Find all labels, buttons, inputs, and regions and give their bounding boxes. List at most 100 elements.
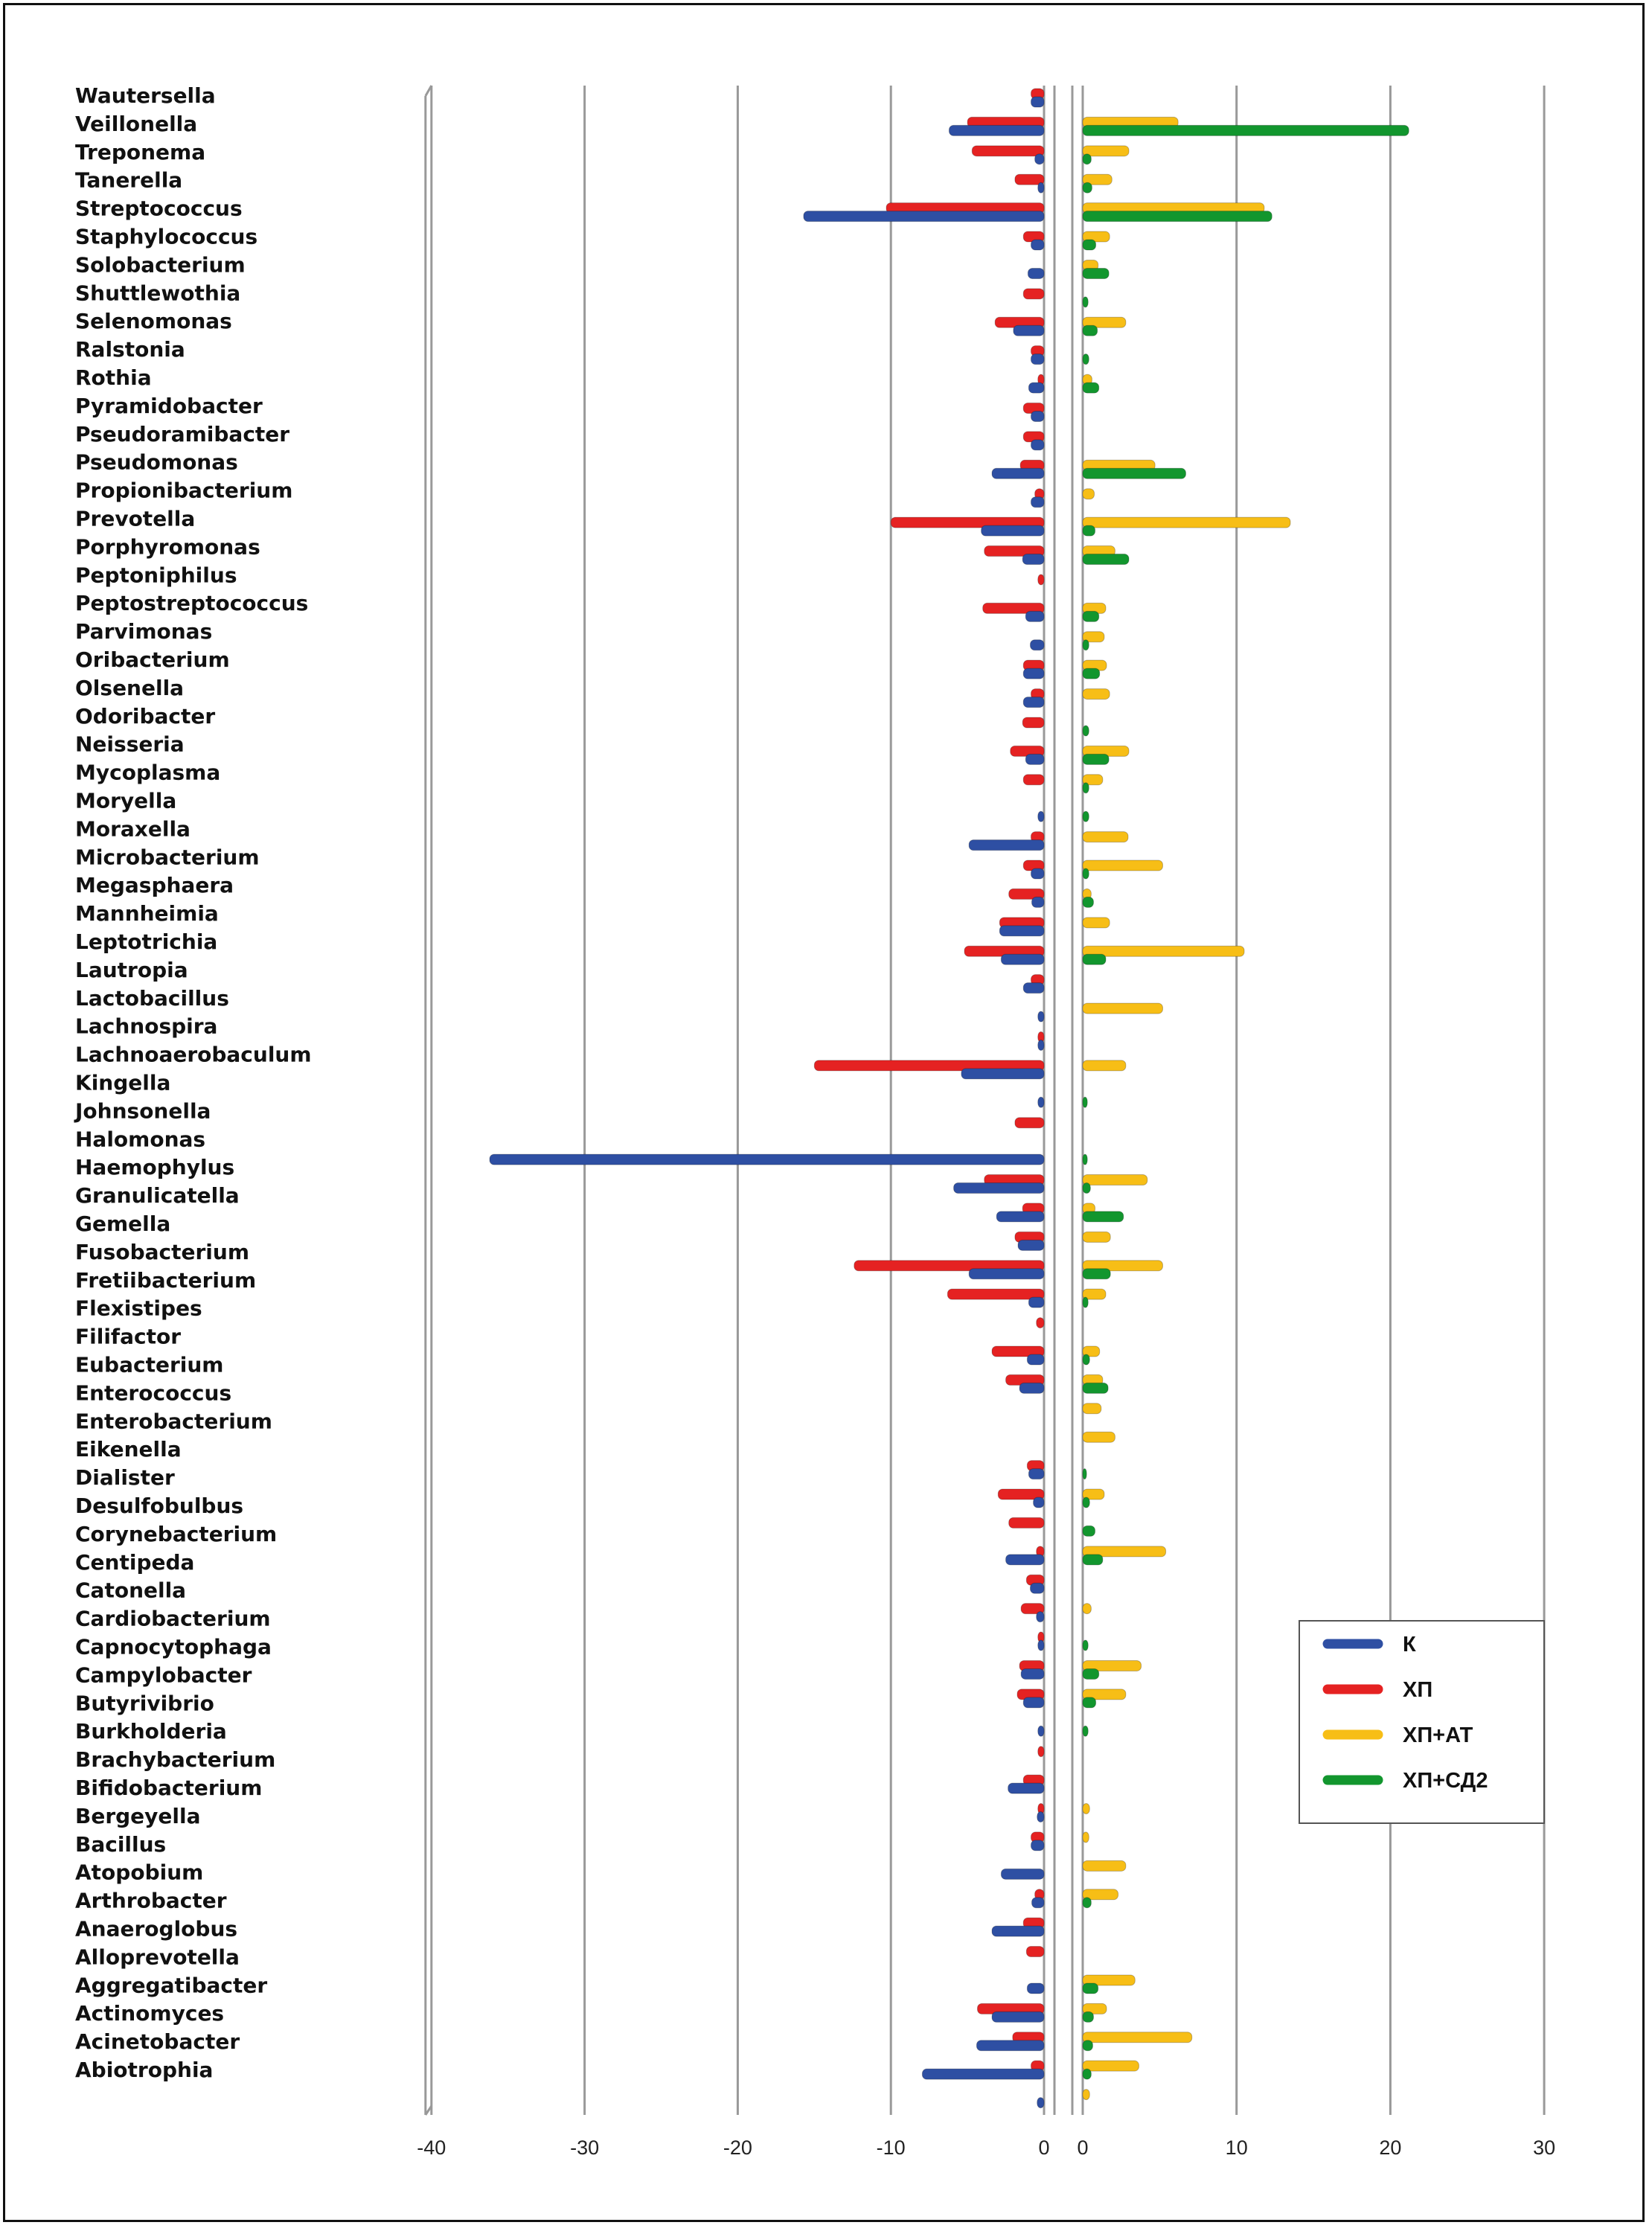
bar-xp <box>1014 1117 1045 1129</box>
x-tick-label: -10 <box>877 2136 906 2159</box>
bar-xp-sd2 <box>1082 610 1100 622</box>
bar-k <box>1029 1582 1045 1594</box>
bar-xp <box>1014 173 1045 185</box>
category-label: Propionibacterium <box>75 478 292 503</box>
x-tick-label: -40 <box>417 2136 446 2159</box>
bar-xp <box>984 545 1045 557</box>
category-label: Alloprevotella <box>75 1944 240 1969</box>
bar-xp-sd2 <box>1082 1554 1104 1566</box>
category-label: Cardiobacterium <box>75 1607 271 1631</box>
bar-k <box>1022 668 1045 679</box>
bar-xp <box>1037 1746 1045 1758</box>
bar-k <box>1026 1982 1045 1994</box>
bar-k <box>1019 1382 1045 1394</box>
bar-xp-sd2 <box>1082 1182 1091 1194</box>
bar-k <box>1022 1697 1045 1709</box>
category-label: Desulfobulbus <box>75 1494 243 1518</box>
bar-k <box>1031 896 1045 908</box>
bar-k <box>991 467 1045 479</box>
category-label: Selenomonas <box>75 309 232 333</box>
bar-k <box>1022 982 1045 994</box>
bar-xp-sd2 <box>1082 525 1096 537</box>
bar-xp-at <box>1082 945 1245 957</box>
bar-xp-sd2 <box>1082 1697 1097 1709</box>
bar-k <box>1029 639 1045 651</box>
bar-xp-at <box>1082 145 1130 157</box>
bar-xp-sd2 <box>1082 239 1097 251</box>
bar-k <box>921 2068 1045 2080</box>
bar-k <box>996 1211 1045 1223</box>
legend-label: ХП <box>1403 1678 1432 1702</box>
bar-xp <box>1036 1317 1045 1329</box>
bar-k <box>1037 1725 1045 1737</box>
bar-xp-sd2 <box>1082 953 1107 965</box>
bar-k <box>1022 697 1045 708</box>
bar-xp <box>1022 717 1045 729</box>
bar-xp <box>1022 288 1045 300</box>
category-label: Veillonella <box>75 112 197 136</box>
category-label: Shuttlewothia <box>75 281 240 305</box>
category-label: Gemella <box>75 1211 170 1236</box>
bar-k <box>1013 324 1045 336</box>
bar-k <box>1036 1611 1045 1623</box>
bar-k <box>1026 1354 1045 1366</box>
bar-xp-sd2 <box>1082 753 1110 765</box>
category-label: Streptococcus <box>75 196 243 221</box>
bar-xp <box>947 1288 1045 1300</box>
bar-k <box>968 1268 1045 1280</box>
bar-xp-at <box>1082 316 1127 328</box>
category-label: Johnsonella <box>74 1098 211 1123</box>
bar-k <box>489 1153 1045 1165</box>
bar-xp-sd2 <box>1082 1725 1089 1737</box>
bar-k <box>1031 868 1045 880</box>
bar-xp-sd2 <box>1082 1382 1109 1394</box>
x-tick-label: 0 <box>1038 2136 1049 2159</box>
bar-xp-sd2 <box>1082 639 1089 651</box>
bar-xp <box>854 1260 1045 1272</box>
bar-xp-sd2 <box>1082 267 1110 279</box>
category-label: Capnocytophaga <box>75 1635 272 1659</box>
bar-k <box>1037 1011 1045 1022</box>
category-label: Lachnoaerobaculum <box>75 1043 312 1067</box>
category-label: Megasphaera <box>75 873 234 897</box>
bar-k <box>1020 1668 1045 1680</box>
bar-xp-at <box>1082 688 1110 700</box>
bar-xp-sd2 <box>1082 668 1101 679</box>
bar-xp-at <box>1082 1659 1142 1671</box>
bar-k <box>991 2011 1045 2023</box>
bar-xp-sd2 <box>1082 1354 1090 1366</box>
bar-k <box>991 1925 1045 1937</box>
category-label: Bergeyella <box>75 1804 201 1828</box>
category-label: Staphylococcus <box>75 225 257 249</box>
bar-k <box>976 2040 1045 2052</box>
category-label: Eubacterium <box>75 1353 224 1377</box>
category-label: Arthrobacter <box>75 1889 227 1913</box>
bar-xp-sd2 <box>1082 211 1272 223</box>
x-tick-label: 10 <box>1226 2136 1248 2159</box>
bar-xp-at <box>1082 1831 1089 1843</box>
bar-xp <box>1022 774 1045 786</box>
bar-xp-sd2 <box>1082 382 1100 394</box>
bar-k <box>981 525 1045 537</box>
bar-xp-at <box>1082 173 1112 185</box>
category-label: Tanerella <box>75 168 182 193</box>
category-label: Moraxella <box>75 816 191 841</box>
category-label: Catonella <box>75 1578 186 1603</box>
category-label: Pseudoramibacter <box>75 422 289 446</box>
category-label: Prevotella <box>75 507 195 531</box>
bar-xp <box>890 516 1045 528</box>
bar-xp-at <box>1082 774 1104 786</box>
category-label: Campylobacter <box>75 1662 252 1687</box>
legend-label: К <box>1403 1633 1416 1657</box>
category-label: Leptotrichia <box>75 929 217 954</box>
category-label: Odoribacter <box>75 704 215 729</box>
bar-xp <box>997 1488 1045 1500</box>
bar-k <box>1031 1897 1045 1909</box>
bar-xp-at <box>1082 1403 1102 1415</box>
category-label: Fusobacterium <box>75 1240 249 1264</box>
bar-xp-at <box>1082 831 1129 843</box>
bar-k <box>1034 153 1045 165</box>
bar-xp-sd2 <box>1082 782 1089 794</box>
x-tick-label: 20 <box>1379 2136 1401 2159</box>
legend-label: ХП+АТ <box>1403 1723 1473 1747</box>
